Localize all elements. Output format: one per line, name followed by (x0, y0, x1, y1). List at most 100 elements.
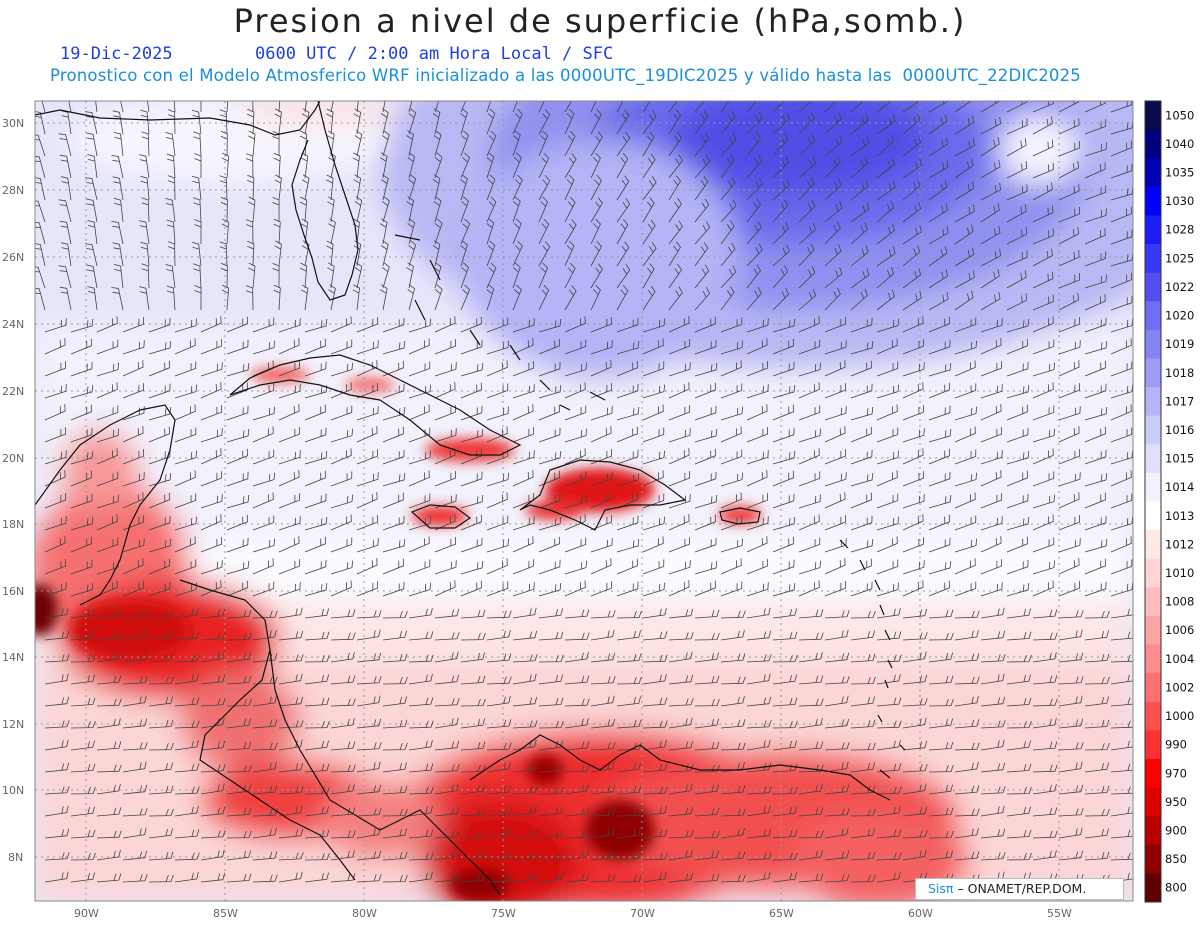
wind-barb (590, 340, 613, 355)
wind-barb (408, 536, 430, 553)
wind-barb (246, 153, 254, 179)
wind-barb (824, 581, 846, 597)
wind-barb (642, 763, 668, 773)
wind-barb (408, 361, 431, 377)
wind-barb (798, 243, 815, 267)
wind-barb (746, 132, 761, 157)
wind-barb (876, 338, 898, 355)
colorbar-label: 1004 (1165, 652, 1194, 666)
wind-barb (798, 177, 815, 201)
wind-barb (512, 218, 522, 245)
wind-barb (1084, 228, 1106, 245)
wind-barb (616, 630, 641, 641)
wind-barb (356, 317, 378, 333)
wind-barb (1032, 405, 1055, 421)
wind-barb (512, 871, 537, 883)
wind-barb (954, 290, 974, 311)
wind-barb (694, 405, 717, 421)
wind-barb (1084, 696, 1109, 707)
wind-barb (824, 101, 837, 113)
wind-barb (304, 493, 327, 509)
wind-barb (486, 581, 509, 597)
wind-barb (798, 288, 817, 311)
wind-barb (1006, 608, 1031, 619)
wind-barb (381, 240, 389, 267)
wind-barb (980, 291, 1001, 311)
wind-barb (694, 560, 718, 575)
wind-barb (980, 182, 1001, 201)
colorbar-swatch (1145, 730, 1161, 760)
wind-barb (1110, 272, 1132, 289)
wind-barb (798, 494, 821, 509)
colorbar-swatch (1145, 615, 1161, 646)
wind-barb (59, 220, 72, 245)
wind-barb (746, 361, 768, 377)
wind-barb (876, 536, 898, 553)
wind-barb (850, 630, 875, 641)
wind-barb (226, 494, 250, 509)
wind-barb (798, 652, 823, 663)
wind-barb (954, 383, 977, 399)
wind-barb (486, 130, 497, 157)
wind-barb (486, 676, 512, 685)
wind-barb (122, 850, 148, 861)
wind-barb (642, 219, 656, 245)
wind-barb (616, 719, 642, 729)
wind-barb (304, 450, 328, 465)
wind-barb (252, 472, 275, 487)
wind-barb (200, 101, 202, 112)
wind-barb (772, 631, 798, 641)
wind-barb (564, 219, 577, 245)
wind-barb (200, 806, 226, 817)
wind-barb (668, 339, 690, 355)
central-america-coast (179, 579, 501, 896)
wind-barb (902, 830, 928, 839)
wind-barb (122, 761, 147, 773)
wind-barb (486, 426, 508, 443)
wind-barb (278, 654, 304, 663)
wind-barb (694, 873, 720, 883)
wind-barb (850, 222, 868, 245)
wind-barb (58, 265, 72, 289)
wind-barb (408, 852, 434, 861)
wind-barb (356, 742, 382, 751)
wind-barb (434, 651, 459, 663)
wind-barb (512, 559, 534, 575)
wind-barb (642, 608, 667, 619)
wind-barb (928, 203, 948, 223)
wind-barb (1006, 227, 1028, 245)
wind-barb (1058, 449, 1080, 465)
wind-barb (167, 175, 176, 201)
wind-barb (200, 830, 226, 839)
wind-barb (720, 785, 746, 795)
wind-barb (564, 101, 572, 113)
wind-barb (824, 652, 850, 663)
wind-barb (798, 675, 824, 685)
wind-barb (352, 218, 360, 245)
wind-barb (876, 493, 899, 509)
wind-barb (382, 581, 405, 597)
wind-barb (876, 361, 899, 377)
wind-barb (980, 559, 1002, 575)
wind-barb (1006, 270, 1027, 289)
wind-barb (382, 492, 404, 509)
wind-barb (590, 874, 616, 883)
wind-barb (902, 717, 927, 729)
wind-barb (191, 241, 202, 267)
wind-barb (772, 674, 797, 685)
wind-barb (1110, 404, 1132, 421)
wind-barb (304, 697, 330, 707)
wind-barb (1084, 762, 1109, 773)
wind-barb (902, 382, 924, 399)
forecast-time: 0600 UTC / 2:00 am Hora Local / SFC (255, 44, 614, 64)
wind-barb (1058, 183, 1080, 201)
wind-barb (1084, 251, 1107, 267)
wind-barb (278, 450, 301, 465)
wind-barb (248, 262, 256, 289)
wind-barb (70, 829, 96, 839)
wind-barb (720, 426, 742, 443)
wind-barb (564, 494, 587, 509)
wind-barb (352, 152, 360, 179)
wind-barb (1084, 426, 1106, 443)
wind-barb (434, 316, 456, 333)
